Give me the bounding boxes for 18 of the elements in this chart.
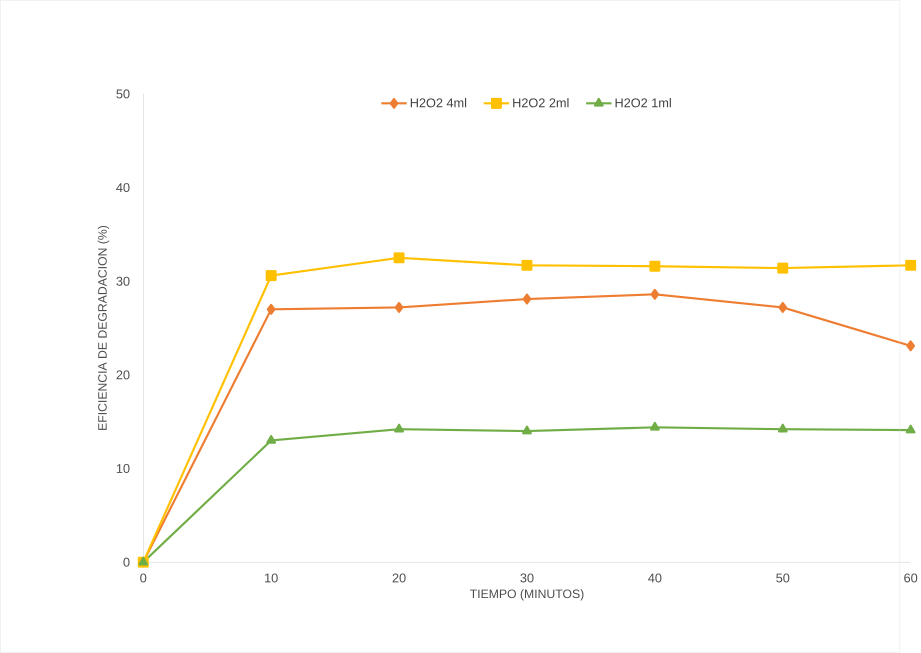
y-tick-label: 20 <box>116 370 130 380</box>
y-tick-label: 30 <box>116 276 130 286</box>
x-tick-label: 30 <box>520 573 534 582</box>
y-tick-label: 0 <box>123 558 130 567</box>
y-tick-label: 50 <box>116 89 130 98</box>
x-tick-label: 50 <box>776 573 790 582</box>
y-tick-label: 40 <box>116 183 130 192</box>
y-axis-title: EFICIENCIA DE DEGRADACION (%) <box>98 226 110 430</box>
x-tick-label: 40 <box>648 573 662 582</box>
x-axis-title: TIEMPO (MINUTOS) <box>470 589 584 601</box>
legend-label: H2O2 2ml <box>513 98 568 108</box>
y-tick-label: 10 <box>116 464 130 474</box>
legend-label: H2O2 4ml <box>410 98 466 108</box>
x-tick-label: 0 <box>140 573 146 582</box>
x-tick-label: 60 <box>904 573 918 582</box>
x-tick-label: 20 <box>392 573 406 582</box>
x-tick-label: 10 <box>265 573 278 582</box>
legend-label: H2O2 1ml <box>616 98 671 108</box>
